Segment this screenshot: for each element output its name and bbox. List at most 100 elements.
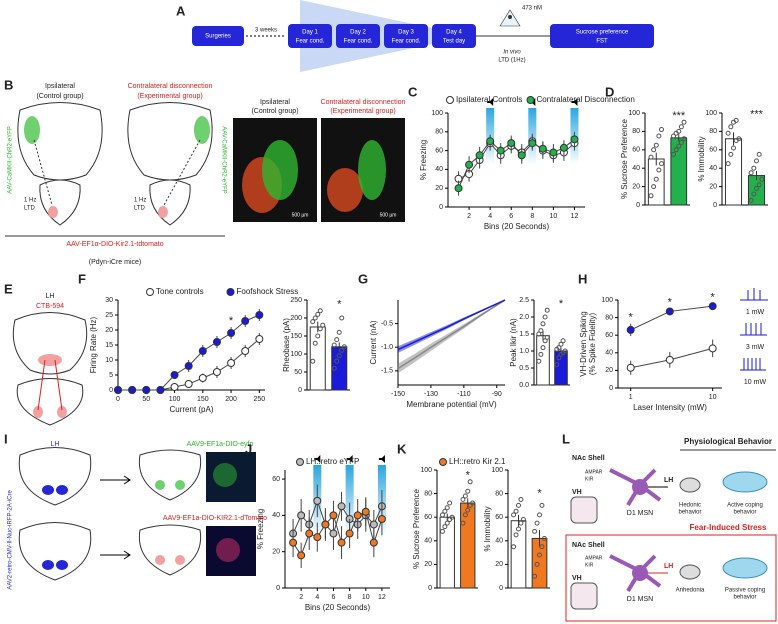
legend-marker [296, 458, 304, 466]
brain-outline [127, 102, 213, 181]
image-title: Ipsilateral [260, 99, 290, 106]
x-tick-label: 2 [299, 594, 303, 601]
data-point [317, 326, 323, 332]
nac-area [175, 555, 185, 565]
water-tank [722, 557, 768, 579]
data-point [653, 176, 659, 182]
significance: * [668, 297, 673, 309]
error-band [398, 300, 505, 374]
kir-area [48, 206, 58, 218]
x-tick-label: 250 [254, 396, 266, 403]
y-tick-label: 25 [105, 312, 113, 319]
ltd-text: 1 Hz [24, 198, 36, 204]
y-tick-label: 80 [709, 128, 717, 135]
panel-label: K [397, 441, 407, 456]
x-tick-label: 200 [225, 396, 237, 403]
y-tick-label: 0 [609, 385, 613, 392]
x-tick-label: 10 [362, 594, 370, 601]
data-point [334, 358, 340, 364]
data-point [544, 307, 550, 313]
box-text: Surgeries [205, 34, 231, 40]
data-point [725, 161, 731, 167]
speaker-icon [487, 98, 494, 106]
data-point [539, 544, 545, 550]
kir-area [158, 206, 168, 218]
point [369, 538, 378, 547]
y-axis-label: Firing Rate (Hz) [89, 316, 98, 373]
nac-area [57, 406, 67, 418]
nac-text: NAc Shell [572, 542, 605, 549]
x-tick-label: 0 [116, 396, 120, 403]
y-tick-label: 0 [298, 387, 302, 394]
point [496, 146, 505, 155]
panel-a: A Surgeries 3 weeks Day 1 Fear cond. Day… [176, 0, 654, 72]
legend-label: Contralateral Disconnection [537, 95, 635, 104]
soma [632, 479, 648, 495]
ampar-text: AMPAR [585, 555, 603, 561]
y-tick-label: 0 [713, 202, 717, 209]
data-point [317, 308, 323, 314]
y-tick-label: 20 [424, 561, 432, 568]
y-tick-label: 20 [605, 367, 613, 374]
series-line [397, 299, 506, 351]
behavior-text: Anhedonia [676, 588, 705, 594]
point [708, 344, 717, 353]
point [369, 520, 378, 529]
point [255, 335, 264, 343]
behavior-text: Passive coping [725, 588, 765, 594]
y-tick-label: 40 [605, 350, 613, 357]
synapse-box [570, 582, 598, 610]
significance: *** [750, 108, 764, 120]
vh-text: VH [572, 575, 582, 582]
speaker-icon [378, 455, 385, 463]
y-tick-label: 100 [705, 110, 717, 117]
water-tank [722, 471, 768, 493]
data-point [534, 520, 540, 526]
legend-marker [446, 96, 454, 104]
eyfp-text: AAV9-EF1a-DIO-eyfp [187, 441, 254, 448]
y-tick-label: 2.0 [519, 314, 529, 321]
significance: * [559, 298, 564, 310]
data-point [334, 337, 340, 343]
signal [216, 538, 240, 562]
box [384, 24, 428, 48]
data-point [465, 488, 471, 494]
y-tick-label: 0 [636, 202, 640, 209]
panel-label: G [358, 271, 368, 286]
section-box [565, 534, 777, 622]
x-axis-label: Bins (20 Seconds) [305, 603, 371, 612]
data-point [465, 507, 471, 513]
data-point [659, 161, 664, 167]
point [198, 347, 207, 355]
point [313, 496, 322, 505]
panel-label: H [578, 271, 587, 286]
data-point [651, 147, 657, 153]
y-tick-label: 100 [628, 110, 640, 117]
point [297, 551, 306, 560]
significance: * [537, 487, 542, 499]
point [142, 386, 151, 394]
lh-text: LH [664, 477, 673, 484]
data-point [310, 358, 316, 364]
y-tick-label: 80 [495, 490, 503, 497]
bar [309, 326, 326, 391]
point [227, 359, 236, 367]
data-point [520, 517, 526, 523]
x-tick-label: 12 [378, 594, 386, 601]
lh-text: LH [664, 563, 673, 570]
data-point [562, 348, 568, 354]
brain-outline [138, 449, 202, 501]
virus-area [194, 116, 210, 144]
point [486, 137, 495, 146]
data-point [536, 331, 542, 337]
d1-text: D1 MSN [627, 596, 653, 603]
point [170, 371, 179, 379]
y-tick-label: 100 [290, 351, 302, 358]
data-point [671, 151, 676, 157]
day-boxes: Day 1 Fear cond. Day 2 Fear cond. Day 3 … [288, 24, 476, 48]
legend-label: Ipsilateral Controls [456, 95, 522, 104]
behavior-text: behavior [733, 595, 756, 601]
data-point [537, 552, 542, 558]
point [198, 374, 207, 382]
x-tick-label: 4 [488, 213, 492, 220]
